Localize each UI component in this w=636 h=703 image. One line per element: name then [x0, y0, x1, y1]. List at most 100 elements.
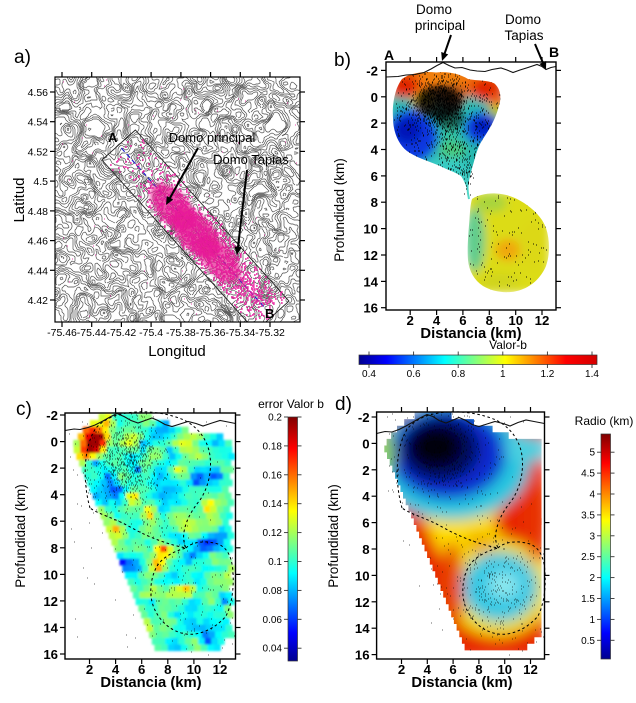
svg-text:0.14: 0.14 [263, 499, 283, 510]
svg-text:3.5: 3.5 [581, 510, 595, 521]
svg-text:4: 4 [433, 313, 441, 328]
svg-text:8: 8 [164, 662, 171, 677]
svg-text:A: A [384, 47, 394, 63]
svg-text:10: 10 [355, 568, 370, 583]
svg-text:8: 8 [486, 313, 493, 328]
svg-text:1.2: 1.2 [540, 369, 554, 380]
svg-text:12: 12 [535, 313, 550, 328]
svg-text:4.48: 4.48 [28, 206, 49, 218]
svg-text:principal: principal [415, 18, 465, 33]
svg-text:6: 6 [138, 662, 145, 677]
svg-text:4: 4 [112, 662, 120, 677]
svg-text:16: 16 [355, 648, 370, 663]
svg-text:4: 4 [424, 662, 432, 677]
svg-text:1: 1 [589, 615, 595, 626]
svg-text:4: 4 [51, 488, 59, 503]
svg-text:16: 16 [363, 301, 378, 316]
svg-text:0.1: 0.1 [268, 557, 282, 568]
svg-text:A: A [108, 130, 118, 145]
svg-text:4.5: 4.5 [581, 469, 595, 480]
svg-text:12: 12 [355, 595, 370, 610]
svg-text:12: 12 [43, 594, 58, 609]
svg-text:2: 2 [86, 662, 93, 677]
svg-text:10: 10 [43, 567, 58, 582]
svg-text:B: B [549, 44, 559, 60]
svg-text:Domo: Domo [416, 2, 452, 17]
svg-text:2: 2 [398, 662, 405, 677]
svg-text:0.16: 0.16 [263, 470, 283, 481]
svg-text:6: 6 [51, 514, 58, 529]
svg-text:14: 14 [355, 621, 370, 636]
svg-text:8: 8 [51, 541, 58, 556]
svg-text:4: 4 [371, 143, 379, 158]
svg-text:4.44: 4.44 [28, 265, 49, 277]
svg-text:Tapias: Tapias [504, 28, 543, 43]
svg-text:-75.42: -75.42 [107, 327, 137, 339]
svg-text:Radio (km): Radio (km) [575, 414, 634, 428]
svg-text:4.52: 4.52 [28, 146, 49, 158]
svg-text:Profundidad (km): Profundidad (km) [326, 484, 341, 588]
svg-text:b): b) [334, 50, 351, 71]
svg-text:Distancia (km): Distancia (km) [100, 675, 201, 691]
svg-text:Domo: Domo [505, 12, 541, 27]
svg-text:8: 8 [475, 662, 482, 677]
svg-text:8: 8 [371, 195, 378, 210]
svg-text:10: 10 [187, 662, 202, 677]
svg-text:12: 12 [363, 248, 378, 263]
svg-text:-2: -2 [366, 63, 378, 78]
svg-text:0.5: 0.5 [581, 636, 595, 647]
svg-text:Domo Tapias: Domo Tapias [213, 152, 289, 167]
svg-text:0.06: 0.06 [263, 615, 283, 626]
svg-text:d): d) [335, 394, 352, 415]
svg-text:4: 4 [589, 490, 595, 501]
svg-text:16: 16 [43, 647, 58, 662]
svg-text:0.04: 0.04 [263, 644, 283, 655]
svg-text:2: 2 [51, 461, 58, 476]
svg-text:0.2: 0.2 [268, 413, 282, 424]
svg-text:2: 2 [589, 573, 595, 584]
svg-text:4.5: 4.5 [33, 176, 48, 188]
svg-text:Latitud: Latitud [11, 177, 28, 222]
svg-text:6: 6 [371, 169, 378, 184]
svg-text:0: 0 [371, 90, 378, 105]
svg-text:0: 0 [51, 435, 58, 450]
svg-text:0: 0 [362, 436, 369, 451]
svg-text:12: 12 [213, 662, 228, 677]
svg-text:3: 3 [589, 531, 595, 542]
svg-text:10: 10 [497, 662, 512, 677]
svg-text:6: 6 [449, 662, 456, 677]
svg-text:6: 6 [459, 313, 466, 328]
svg-text:2.5: 2.5 [581, 552, 595, 563]
svg-text:1.4: 1.4 [585, 369, 599, 380]
svg-text:0.8: 0.8 [451, 369, 465, 380]
svg-text:2: 2 [362, 463, 369, 478]
svg-text:-75.46: -75.46 [47, 327, 77, 339]
svg-text:0.6: 0.6 [407, 369, 421, 380]
svg-text:10: 10 [363, 222, 378, 237]
svg-text:0.12: 0.12 [263, 528, 283, 539]
svg-text:Longitud: Longitud [148, 343, 206, 360]
svg-text:2: 2 [371, 116, 378, 131]
svg-text:Domo principal: Domo principal [169, 130, 256, 145]
svg-text:14: 14 [363, 274, 378, 289]
svg-text:-75.34: -75.34 [225, 327, 255, 339]
svg-text:-2: -2 [46, 408, 58, 423]
svg-text:Valor-b: Valor-b [489, 338, 527, 352]
svg-text:10: 10 [508, 313, 523, 328]
svg-text:Profundidad (km): Profundidad (km) [13, 484, 28, 588]
svg-text:1: 1 [500, 369, 506, 380]
svg-text:-75.38: -75.38 [166, 327, 196, 339]
svg-text:-75.44: -75.44 [77, 327, 107, 339]
svg-text:4.54: 4.54 [28, 117, 49, 129]
svg-text:4: 4 [362, 489, 370, 504]
svg-text:-75.4: -75.4 [139, 327, 163, 339]
svg-text:2: 2 [407, 313, 414, 328]
svg-text:B: B [265, 306, 274, 321]
svg-text:-75.36: -75.36 [196, 327, 226, 339]
svg-text:12: 12 [523, 662, 538, 677]
svg-text:0.18: 0.18 [263, 441, 283, 452]
svg-text:4.46: 4.46 [28, 236, 49, 248]
svg-text:Distancia (km): Distancia (km) [411, 675, 512, 691]
svg-text:-2: -2 [358, 410, 370, 425]
svg-text:-75.32: -75.32 [255, 327, 285, 339]
